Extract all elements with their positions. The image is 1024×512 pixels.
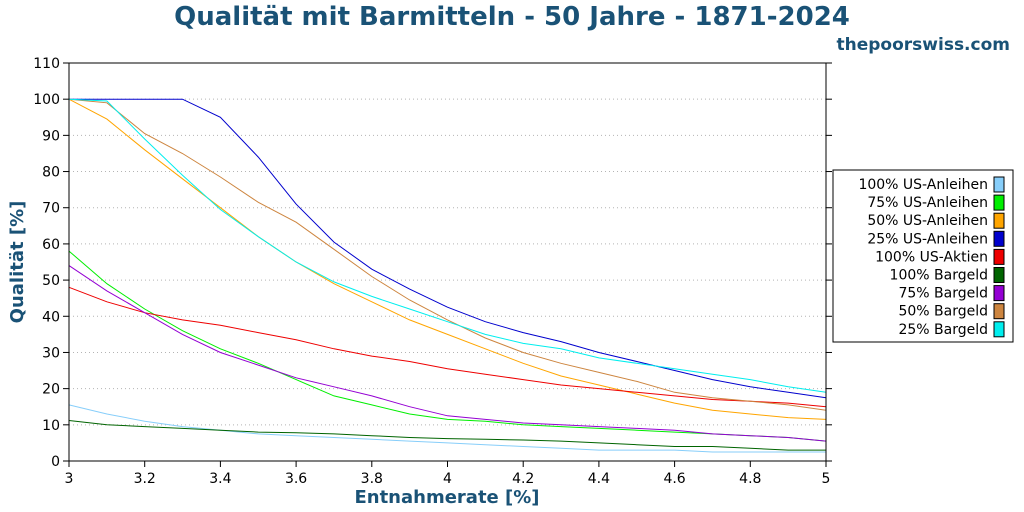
legend-label: 100% Bargeld bbox=[890, 268, 988, 284]
series-line bbox=[68, 420, 826, 451]
chart-subtitle: thepoorswiss.com bbox=[837, 35, 1011, 55]
legend-box bbox=[832, 169, 1014, 343]
y-tick-label: 70 bbox=[42, 201, 60, 217]
series-line bbox=[68, 265, 827, 442]
legend-label: 50% US-Anleihen bbox=[867, 213, 988, 229]
y-tick-label: 50 bbox=[42, 273, 60, 289]
x-tick-label: 4.4 bbox=[588, 471, 610, 487]
x-tick-label: 4 bbox=[443, 471, 452, 487]
series-line bbox=[69, 98, 827, 399]
y-tick-label: 20 bbox=[42, 382, 60, 398]
y-tick-label: 110 bbox=[33, 56, 60, 72]
series-line bbox=[68, 98, 827, 411]
y-tick-label: 0 bbox=[51, 454, 60, 470]
y-tick-label: 10 bbox=[42, 418, 60, 434]
x-tick-label: 4.6 bbox=[663, 471, 685, 487]
series-line bbox=[68, 286, 827, 408]
y-tick-label: 30 bbox=[42, 345, 60, 361]
series-line bbox=[68, 98, 827, 393]
legend-label: 75% US-Anleihen bbox=[867, 195, 988, 211]
legend-swatch bbox=[993, 285, 1005, 302]
legend-swatch bbox=[993, 194, 1005, 211]
x-tick-label: 3.8 bbox=[361, 471, 383, 487]
legend-swatch bbox=[993, 267, 1005, 283]
series-lines bbox=[68, 98, 827, 453]
y-tick-label: 80 bbox=[42, 165, 60, 181]
legend-label: 100% US-Anleihen bbox=[858, 177, 988, 193]
legend-swatch bbox=[993, 230, 1005, 247]
legend-label: 75% Bargeld bbox=[898, 286, 988, 302]
x-tick-label: 3.6 bbox=[285, 471, 307, 487]
chart-title: Qualität mit Barmitteln - 50 Jahre - 187… bbox=[174, 2, 850, 32]
plot-frame bbox=[68, 62, 827, 462]
legend: 100% US-Anleihen 75% US-Anleihen 50% US-An… bbox=[832, 169, 1014, 343]
grid-lines bbox=[69, 98, 826, 426]
legend-swatch bbox=[993, 321, 1005, 338]
series-line bbox=[68, 98, 827, 420]
series-line bbox=[68, 404, 826, 453]
legend-swatch bbox=[993, 176, 1005, 193]
y-tick-label: 60 bbox=[42, 237, 60, 253]
legend-label: 25% Bargeld bbox=[898, 322, 988, 338]
x-axis-title: Entnahmerate [%] bbox=[354, 487, 539, 508]
legend-swatch bbox=[993, 303, 1005, 320]
legend-label: 100% US-Aktien bbox=[875, 249, 988, 265]
y-tick-label: 90 bbox=[42, 128, 60, 144]
y-tick-label: 100 bbox=[33, 92, 60, 108]
x-tick-label: 3 bbox=[65, 471, 74, 487]
y-tick-label: 40 bbox=[42, 309, 60, 325]
x-tick-label: 3.4 bbox=[209, 471, 231, 487]
x-axis: 3 3.2 3.4 3.6 3.8 4 4.2 4.4 4.6 4.8 5 bbox=[65, 461, 831, 487]
x-tick-label: 5 bbox=[822, 471, 831, 487]
legend-label: 50% Bargeld bbox=[898, 304, 988, 320]
legend-swatch bbox=[993, 212, 1005, 229]
y-axis: 0 10 20 30 40 50 60 70 80 90 100 110 bbox=[33, 56, 832, 470]
y-axis-title: Qualität [%] bbox=[7, 201, 28, 324]
legend-swatch bbox=[993, 248, 1005, 265]
x-tick-label: 3.2 bbox=[134, 471, 156, 487]
legend-label: 25% US-Anleihen bbox=[867, 231, 988, 247]
series-line bbox=[68, 250, 827, 442]
x-tick-label: 4.2 bbox=[512, 471, 534, 487]
x-tick-label: 4.8 bbox=[739, 471, 761, 487]
